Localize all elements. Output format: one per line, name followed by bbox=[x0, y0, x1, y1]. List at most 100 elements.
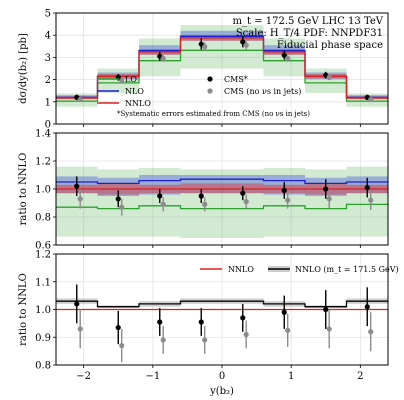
series-line-lo bbox=[56, 203, 388, 210]
legend-item: NNLO (m_t = 171.5 GeV) bbox=[268, 265, 399, 274]
data-point-cms bbox=[364, 304, 370, 310]
data-point-cms-no-nu bbox=[160, 55, 166, 62]
y-tick-label: 0 bbox=[45, 120, 51, 131]
data-point-cms bbox=[240, 315, 246, 321]
legend-marker bbox=[207, 76, 213, 82]
x-tick-label: 2 bbox=[357, 371, 363, 382]
data-point-cms bbox=[198, 193, 204, 199]
y-tick-label: 1.2 bbox=[35, 250, 51, 261]
data-point-cms-no-nu bbox=[77, 326, 83, 332]
data-point-cms-no-nu bbox=[160, 201, 166, 207]
x-tick-label: 0 bbox=[219, 371, 225, 382]
data-point-cms bbox=[115, 196, 121, 202]
legend-label: NLO bbox=[125, 87, 144, 96]
data-point-cms bbox=[240, 39, 246, 45]
annotation-line-1: m_t = 172.5 GeV LHC 13 TeV bbox=[233, 16, 384, 27]
data-point-cms bbox=[323, 306, 329, 313]
data-point-cms-no-nu bbox=[326, 326, 332, 332]
panel-middle: 0.6 0.8 1.0 1.2 1.4 ratio to NNLO bbox=[18, 129, 389, 252]
data-point-cms-no-nu bbox=[243, 331, 249, 338]
data-point-cms bbox=[198, 319, 204, 325]
y-axis-label: ratio to NNLO bbox=[18, 273, 29, 346]
data-point-cms-no-nu bbox=[119, 204, 125, 210]
y-axis-label: ratio to NNLO bbox=[18, 153, 29, 226]
y-tick-label: 0.9 bbox=[35, 333, 51, 344]
y-tick-label: 1.0 bbox=[35, 305, 51, 316]
data-point-cms bbox=[240, 190, 246, 196]
x-tick-label: 1 bbox=[288, 371, 294, 382]
data-point-cms bbox=[323, 186, 329, 192]
x-tick-label: −2 bbox=[76, 371, 91, 382]
data-point-cms bbox=[74, 183, 80, 189]
data-point-cms bbox=[281, 309, 287, 315]
legend-item: NNLO bbox=[200, 265, 254, 274]
legend-item: NLO bbox=[97, 87, 144, 96]
y-tick-label: 0.6 bbox=[35, 241, 51, 252]
y-tick-label: 1.4 bbox=[35, 129, 51, 140]
y-tick-label: 3 bbox=[45, 53, 51, 64]
y-tick-label: 0.8 bbox=[35, 213, 51, 224]
y-axis-label: dσ/dy(b₂) [pb] bbox=[18, 33, 29, 104]
band-nlo bbox=[139, 45, 181, 55]
panel-top: 0 1 2 3 4 5 dσ/dy(b₂) [pb] m_t = 172.5 GeV LHC … bbox=[18, 9, 389, 131]
series-line-nnlo bbox=[56, 37, 388, 99]
data-point-cms bbox=[115, 324, 121, 331]
band-nlo bbox=[97, 177, 139, 196]
data-point-cms-no-nu bbox=[77, 196, 83, 202]
series-line-lo bbox=[56, 49, 388, 102]
data-point-cms-no-nu bbox=[285, 327, 291, 333]
annotation-note: *Systematic errors estimated from CMS (n… bbox=[117, 110, 310, 118]
y-tick-label: 1.2 bbox=[35, 157, 51, 168]
data-point-cms bbox=[364, 185, 370, 191]
legend-marker bbox=[207, 88, 213, 94]
annotation-line-3: Fiducial phase space bbox=[277, 40, 383, 51]
band-lo bbox=[222, 169, 264, 238]
y-tick-label: 0.8 bbox=[35, 361, 51, 372]
x-tick-label: −1 bbox=[145, 371, 160, 382]
data-point-cms-no-nu bbox=[160, 337, 166, 343]
band-nnlo bbox=[180, 183, 222, 194]
data-point-cms bbox=[281, 52, 287, 58]
y-tick-label: 5 bbox=[45, 9, 51, 20]
legend-label: NNLO (m_t = 171.5 GeV) bbox=[295, 265, 399, 274]
data-point-cms-no-nu bbox=[119, 78, 125, 84]
legend-label: NNLO bbox=[228, 265, 254, 274]
y-tick-label: 2 bbox=[45, 75, 51, 86]
x-axis-label: y(b₂) bbox=[209, 386, 234, 397]
data-point-cms-no-nu bbox=[243, 199, 249, 205]
data-point-cms-no-nu bbox=[326, 74, 332, 80]
data-point-cms-no-nu bbox=[285, 55, 291, 62]
legend-item: CMS (no νs in jets) bbox=[207, 87, 301, 96]
band-lo bbox=[263, 168, 305, 237]
data-point-cms-no-nu bbox=[285, 197, 291, 203]
data-point-cms bbox=[74, 301, 80, 307]
band-lo bbox=[180, 169, 222, 238]
y-tick-label: 1 bbox=[45, 97, 51, 108]
legend-label: NNLO bbox=[125, 99, 151, 108]
annotation-line-2: Scale: H_T/4 PDF: NNPDF31 bbox=[236, 28, 383, 39]
series-line-nnlo-m-t-171-5-gev bbox=[56, 300, 388, 308]
data-point-cms bbox=[281, 187, 287, 193]
data-point-cms-no-nu bbox=[326, 196, 332, 202]
y-tick-label: 1.1 bbox=[35, 277, 51, 288]
data-point-cms bbox=[157, 319, 163, 325]
data-point-cms-no-nu bbox=[202, 337, 208, 343]
data-point-cms-no-nu bbox=[77, 96, 83, 103]
band-nlo bbox=[263, 45, 305, 55]
data-point-cms-no-nu bbox=[243, 42, 249, 48]
series-line-nlo bbox=[56, 178, 388, 185]
band-nlo bbox=[139, 175, 181, 195]
data-point-cms bbox=[157, 193, 163, 199]
data-point-cms-no-nu bbox=[202, 201, 208, 207]
legend-item: CMS* bbox=[207, 75, 248, 84]
legend-label: CMS* bbox=[224, 75, 248, 84]
legend-item: LO bbox=[97, 75, 137, 84]
data-point-cms-no-nu bbox=[119, 342, 125, 349]
y-tick-label: 4 bbox=[45, 31, 51, 42]
panel-bottom: 0.8 0.9 1.0 1.1 1.2 −2 −1 0 1 2 ratio to NNLO y(b₂)… bbox=[18, 250, 399, 398]
data-point-cms-no-nu bbox=[368, 96, 374, 103]
data-point-cms-no-nu bbox=[368, 329, 374, 335]
legend-item: NNLO bbox=[97, 99, 151, 108]
legend-label: LO bbox=[125, 75, 137, 84]
